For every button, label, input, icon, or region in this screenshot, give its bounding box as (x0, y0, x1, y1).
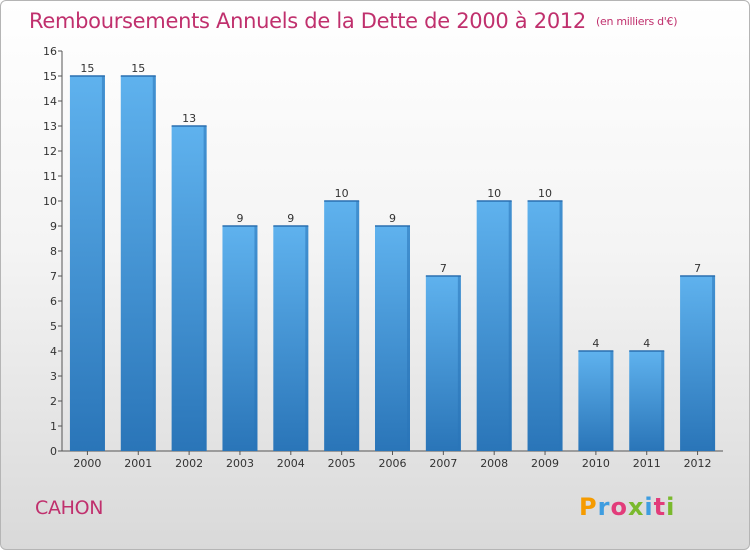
bar-2000 (69, 76, 105, 451)
chart-title-text: Remboursements Annuels de la Dette de 20… (29, 9, 586, 33)
x-tick-label: 2002 (175, 457, 203, 470)
y-tick-label: 4 (50, 345, 57, 358)
x-tick-label: 2011 (633, 457, 661, 470)
data-label: 10 (538, 187, 552, 200)
data-labels: 15 15 13 9 9 10 9 7 10 10 4 4 7 (80, 62, 701, 350)
bar-2003 (222, 226, 258, 451)
y-tick-label: 7 (50, 270, 57, 283)
x-tick-label: 2008 (480, 457, 508, 470)
bar-2002 (171, 126, 207, 451)
bar-edge (610, 351, 614, 451)
y-tick-label: 15 (43, 70, 57, 83)
bar-2008 (476, 201, 512, 451)
y-tick-label: 16 (43, 45, 57, 58)
y-tick-label: 9 (50, 220, 57, 233)
x-tick-label: 2009 (531, 457, 559, 470)
x-tick-label: 2003 (226, 457, 254, 470)
chart-unit: (en milliers d'€) (596, 15, 678, 28)
data-label: 9 (389, 212, 396, 225)
bars (69, 75, 716, 451)
bar-2011 (629, 351, 665, 451)
bar-edge (559, 201, 563, 451)
bar-edge (254, 226, 258, 451)
y-tick-label: 3 (50, 370, 57, 383)
proxiti-logo: Proxiti (579, 493, 675, 521)
y-tick-label: 10 (43, 195, 57, 208)
y-tick-label: 2 (50, 395, 57, 408)
data-label: 13 (182, 112, 196, 125)
data-label: 9 (287, 212, 294, 225)
logo-letter: P (579, 493, 598, 521)
data-label: 15 (80, 62, 94, 75)
y-tick-label: 11 (43, 170, 57, 183)
x-tick-label: 2000 (73, 457, 101, 470)
data-label: 10 (487, 187, 501, 200)
x-axis: 2000 2001 2002 2003 2004 2005 2006 2007 2008 2009… (62, 450, 723, 470)
commune-name: CAHON (35, 497, 104, 519)
bar-2006 (375, 226, 410, 451)
bar-2005 (324, 201, 360, 451)
bar-2009 (527, 201, 563, 451)
bar-edge (712, 276, 716, 451)
bar-edge (508, 201, 512, 451)
y-tick-label: 1 (50, 420, 57, 433)
logo-letter: i (666, 493, 676, 521)
x-tick-label: 2010 (582, 457, 610, 470)
y-tick-label: 6 (50, 295, 57, 308)
chart-title: Remboursements Annuels de la Dette de 20… (29, 9, 677, 33)
bar-edge (152, 76, 156, 451)
logo-letter: o (610, 493, 628, 521)
bar-edge (203, 126, 207, 451)
bar-edge (407, 226, 410, 451)
y-tick-label: 13 (43, 120, 57, 133)
x-tick-label: 2006 (379, 457, 407, 470)
logo-letter: x (627, 493, 645, 521)
data-label: 4 (643, 337, 650, 350)
y-tick-label: 8 (50, 245, 57, 258)
bar-2012 (680, 276, 716, 451)
bar-2001 (120, 76, 156, 451)
y-tick-label: 0 (50, 445, 57, 458)
bar-2007 (425, 276, 461, 451)
bar-edge (457, 276, 461, 451)
data-label: 4 (592, 337, 599, 350)
x-tick-label: 2005 (328, 457, 356, 470)
x-tick-label: 2004 (277, 457, 305, 470)
x-tick-label: 2012 (684, 457, 712, 470)
logo-letter: r (597, 493, 611, 521)
y-tick-label: 12 (43, 145, 57, 158)
logo-letter: t (653, 493, 667, 521)
data-label: 15 (131, 62, 145, 75)
data-label: 9 (236, 212, 243, 225)
x-tick-label: 2007 (429, 457, 457, 470)
y-tick-label: 5 (50, 320, 57, 333)
data-label: 7 (440, 262, 447, 275)
logo-letter: i (644, 493, 654, 521)
bar-2010 (578, 351, 614, 451)
bar-edge (661, 351, 665, 451)
bar-edge (101, 76, 105, 451)
bar-edge (356, 201, 360, 451)
data-label: 7 (694, 262, 701, 275)
data-label: 10 (335, 187, 349, 200)
y-tick-label: 14 (43, 95, 57, 108)
bar-edge (305, 226, 309, 451)
bar-2004 (273, 226, 309, 451)
x-tick-label: 2001 (124, 457, 152, 470)
